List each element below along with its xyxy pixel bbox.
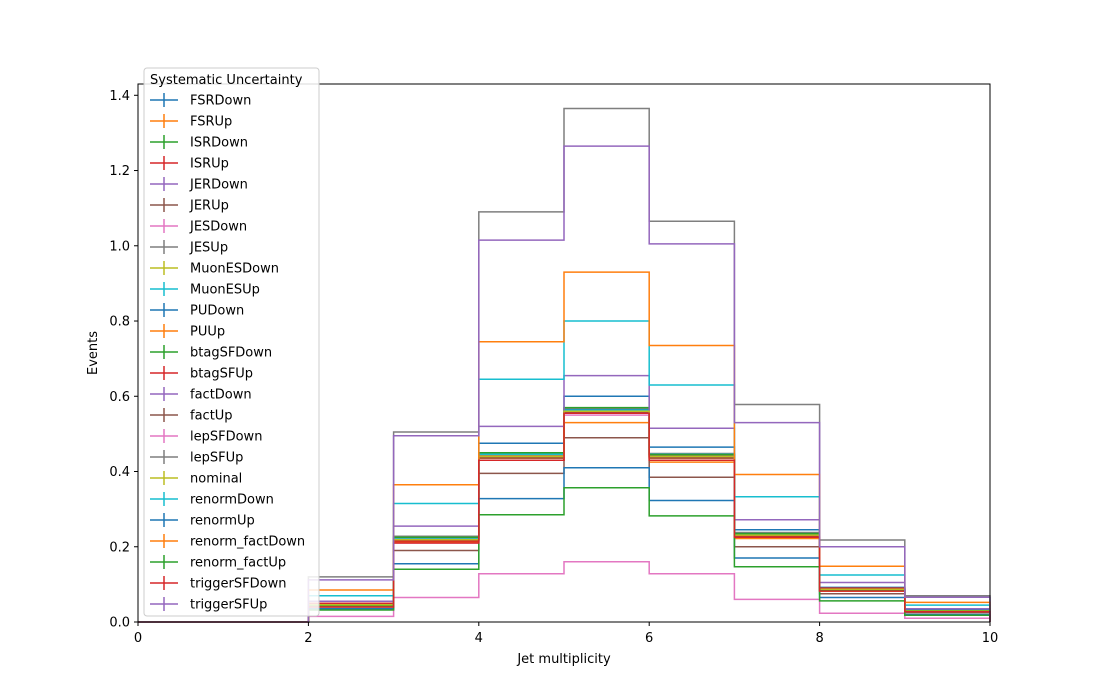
legend-label: lepSFUp: [190, 451, 243, 466]
legend-label: lepSFDown: [190, 430, 262, 445]
legend-label: MuonESDown: [190, 262, 279, 277]
legend-item-PUDown: PUDown: [150, 303, 244, 319]
legend-item-lepSFUp: lepSFUp: [150, 450, 243, 466]
legend-box: [143, 67, 320, 617]
y-tick-label: 0.8: [109, 315, 130, 330]
legend-items: FSRDown FSRUp ISRDown ISRUp JERDown JERUp JESD…: [150, 93, 305, 613]
legend-label: ISRUp: [190, 157, 229, 172]
y-tick-label: 1.0: [109, 239, 130, 254]
series-line-lepSFDown: [138, 561, 991, 623]
legend-item-FSRDown: FSRDown: [150, 93, 251, 109]
x-axis-label: Jet multiplicity: [516, 652, 611, 667]
legend-item-JERUp: JERUp: [150, 198, 229, 214]
series-line-triggerSFDown: [138, 412, 991, 623]
series-line-renormDown: [138, 320, 991, 623]
legend-label: renorm_factDown: [190, 535, 305, 550]
x-tick-label: 6: [645, 631, 653, 646]
legend-label: nominal: [190, 472, 242, 487]
legend-item-ISRUp: ISRUp: [150, 156, 229, 172]
y-tick-label: 0.6: [109, 390, 130, 405]
x-tick-label: 8: [815, 631, 823, 646]
legend-label: renormUp: [190, 514, 255, 529]
legend-item-btagSFUp: btagSFUp: [150, 366, 253, 382]
legend-item-btagSFDown: btagSFDown: [150, 345, 272, 361]
legend-label: factDown: [190, 388, 252, 403]
legend-title: Systematic Uncertainty: [150, 73, 303, 88]
series-line-triggerSFUp: [138, 145, 991, 623]
legend-label: JERDown: [189, 178, 248, 193]
series-line-renorm_factUp: [138, 486, 991, 623]
legend-label: JESDown: [189, 220, 247, 235]
legend: Systematic Uncertainty FSRDown FSRUp ISRDo…: [143, 67, 320, 617]
x-tick-label: 4: [475, 631, 483, 646]
legend-label: PUDown: [190, 304, 244, 319]
y-axis: 0.0 0.2 0.4 0.6 0.8 1.0 1.2 1.4: [109, 89, 138, 631]
series-line-renorm_factDown: [138, 271, 991, 623]
legend-item-JERDown: JERDown: [150, 177, 248, 193]
legend-label: FSRUp: [190, 115, 232, 130]
plot-frame: [137, 83, 991, 623]
y-tick-label: 0.0: [109, 616, 130, 631]
legend-item-MuonESUp: MuonESUp: [150, 282, 260, 298]
x-axis: 0 2 4 6 8 10: [134, 622, 998, 646]
legend-item-triggerSFDown: triggerSFDown: [150, 576, 286, 592]
x-tick-label: 2: [304, 631, 312, 646]
legend-label: btagSFDown: [190, 346, 272, 361]
legend-item-JESDown: JESDown: [150, 219, 247, 235]
legend-label: renormDown: [190, 493, 274, 508]
legend-item-renormDown: renormDown: [150, 492, 274, 508]
legend-item-factUp: factUp: [150, 408, 233, 424]
legend-item-ISRDown: ISRDown: [150, 135, 248, 151]
legend-label: triggerSFUp: [190, 598, 267, 613]
legend-item-PUUp: PUUp: [150, 324, 225, 340]
legend-label: MuonESUp: [190, 283, 260, 298]
legend-label: renorm_factUp: [190, 556, 286, 571]
legend-label: JERUp: [189, 199, 229, 214]
series-line-lepSFUp: [138, 107, 991, 623]
y-tick-label: 0.4: [109, 465, 130, 480]
legend-label: PUUp: [190, 325, 225, 340]
y-tick-label: 1.4: [109, 89, 130, 104]
y-axis-label: Events: [86, 331, 101, 375]
x-tick-label: 0: [134, 631, 142, 646]
legend-item-renorm_factUp: renorm_factUp: [150, 555, 286, 571]
series-line-renormUp: [138, 466, 991, 623]
legend-label: triggerSFDown: [190, 577, 286, 592]
series-line-nominal: [138, 410, 991, 623]
legend-item-JESUp: JESUp: [150, 240, 228, 256]
legend-item-factDown: factDown: [150, 387, 252, 403]
legend-item-FSRUp: FSRUp: [150, 114, 232, 130]
y-tick-label: 0.2: [109, 540, 130, 555]
legend-label: JESUp: [189, 241, 228, 256]
legend-item-renormUp: renormUp: [150, 513, 255, 529]
legend-item-lepSFDown: lepSFDown: [150, 429, 262, 445]
x-tick-label: 10: [982, 631, 999, 646]
legend-label: factUp: [190, 409, 233, 424]
legend-label: btagSFUp: [190, 367, 253, 382]
legend-item-renorm_factDown: renorm_factDown: [150, 534, 305, 550]
series-line-factDown: [138, 374, 991, 623]
legend-label: FSRDown: [190, 94, 251, 109]
y-tick-label: 1.2: [109, 164, 130, 179]
series-layer: [138, 107, 991, 623]
legend-item-nominal: nominal: [150, 471, 242, 487]
legend-item-triggerSFUp: triggerSFUp: [150, 597, 267, 613]
legend-item-MuonESDown: MuonESDown: [150, 261, 279, 277]
legend-label: ISRDown: [190, 136, 248, 151]
